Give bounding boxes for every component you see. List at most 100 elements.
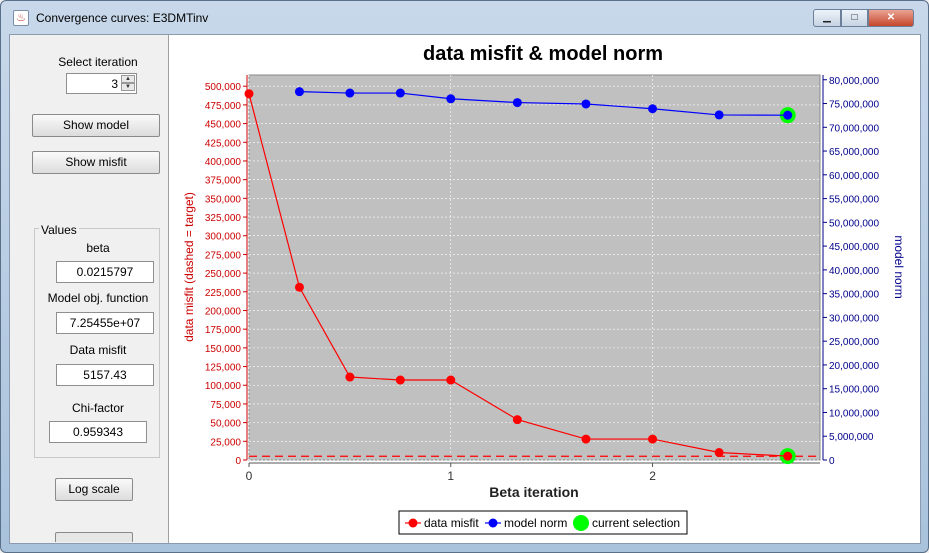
show-model-button[interactable]: Show model xyxy=(32,114,160,137)
left-tick-label: 425,000 xyxy=(205,138,242,149)
right-tick-label: 25,000,000 xyxy=(829,337,879,348)
data-misfit-point xyxy=(648,434,658,444)
convergence-chart[interactable]: data misfit & model norm 0 25,000 50,000 75… xyxy=(169,35,921,543)
right-tick-label: 75,000,000 xyxy=(829,100,879,111)
chart-legend: data misfit model norm current selection xyxy=(398,510,688,535)
left-tick-label: 250,000 xyxy=(205,269,242,280)
values-group-title: Values xyxy=(39,223,79,237)
left-tick-label: 225,000 xyxy=(205,288,242,299)
right-tick-label: 5,000,000 xyxy=(829,432,874,443)
left-tick-label: 375,000 xyxy=(205,176,242,187)
right-tick-label: 70,000,000 xyxy=(829,123,879,134)
x-tick-label: 0 xyxy=(246,469,253,483)
left-y-axis: 0 25,000 50,000 75,000 100,000 125,000 150,000… xyxy=(205,75,248,467)
model-norm-point xyxy=(446,94,456,104)
window-title: Convergence curves: E3DMTinv xyxy=(36,11,209,25)
beta-field[interactable]: 0.0215797 xyxy=(56,261,154,283)
model-norm-point xyxy=(395,88,405,98)
close-button[interactable]: ✕ xyxy=(868,9,914,27)
chi-factor-label: Chi-factor xyxy=(71,401,124,415)
minimize-button[interactable]: ▁ xyxy=(813,9,841,27)
data-misfit-field[interactable]: 5157.43 xyxy=(56,364,154,386)
model-obj-field[interactable]: 7.25455e+07 xyxy=(56,312,154,334)
legend-label: current selection xyxy=(592,516,680,530)
spinner-up-arrow-icon[interactable]: ▲ xyxy=(121,75,135,83)
right-tick-label: 20,000,000 xyxy=(829,361,879,372)
data-misfit-label: Data misfit xyxy=(69,343,127,357)
left-y-axis-label: data misfit (dashed = target) xyxy=(182,192,196,342)
chart-panel: data misfit & model norm 0 25,000 50,000 75… xyxy=(168,35,920,543)
model-norm-point xyxy=(714,110,724,120)
left-tick-label: 0 xyxy=(235,456,241,467)
grid-lines xyxy=(248,75,820,461)
right-tick-label: 10,000,000 xyxy=(829,408,879,419)
right-tick-label: 35,000,000 xyxy=(829,290,879,301)
show-misfit-button[interactable]: Show misfit xyxy=(32,151,160,174)
model-norm-point xyxy=(648,104,658,114)
right-tick-label: 80,000,000 xyxy=(829,76,879,87)
model-norm-point xyxy=(512,98,522,108)
values-group xyxy=(34,228,160,458)
data-misfit-point xyxy=(294,282,304,292)
data-misfit-point xyxy=(581,434,591,444)
left-tick-label: 450,000 xyxy=(205,120,242,131)
model-norm-point xyxy=(581,99,591,109)
model-obj-label: Model obj. function xyxy=(47,291,149,305)
right-tick-label: 50,000,000 xyxy=(829,218,879,229)
left-tick-label: 125,000 xyxy=(205,363,242,374)
right-tick-label: 45,000,000 xyxy=(829,242,879,253)
left-tick-label: 500,000 xyxy=(205,82,242,93)
control-panel: Select iteration 3 ▲ ▼ Show model Show m… xyxy=(10,35,167,543)
legend-box xyxy=(398,510,688,535)
data-misfit-point xyxy=(345,372,355,382)
legend-label: model norm xyxy=(504,516,567,530)
left-tick-label: 25,000 xyxy=(210,437,241,448)
right-y-axis: 0 5,000,000 10,000,000 15,000,000 20,000,000… xyxy=(822,75,879,467)
x-tick-label: 2 xyxy=(649,469,656,483)
legend-swatch-point xyxy=(488,518,498,528)
right-tick-label: 55,000,000 xyxy=(829,195,879,206)
right-tick-label: 40,000,000 xyxy=(829,266,879,277)
legend-swatch-point xyxy=(408,518,418,528)
left-tick-label: 150,000 xyxy=(205,344,242,355)
data-misfit-point xyxy=(446,375,456,385)
spinner-down-arrow-icon[interactable]: ▼ xyxy=(121,83,135,91)
maximize-button[interactable]: □ xyxy=(841,9,868,27)
beta-label: beta xyxy=(86,241,110,255)
right-tick-label: 60,000,000 xyxy=(829,171,879,182)
data-misfit-point xyxy=(395,375,405,385)
data-misfit-point xyxy=(512,415,522,425)
chart-title: data misfit & model norm xyxy=(423,43,663,65)
x-axis-label: Beta iteration xyxy=(489,484,578,500)
title-bar[interactable]: ♨ Convergence curves: E3DMTinv ▁ □ ✕ xyxy=(1,1,928,31)
model-norm-point xyxy=(783,110,793,120)
right-y-axis-label: model norm xyxy=(892,235,906,298)
left-tick-label: 75,000 xyxy=(210,400,241,411)
left-tick-label: 400,000 xyxy=(205,157,242,168)
left-tick-label: 200,000 xyxy=(205,306,242,317)
left-tick-label: 350,000 xyxy=(205,194,242,205)
partially-visible-button[interactable] xyxy=(55,532,133,542)
log-scale-button[interactable]: Log scale xyxy=(55,478,133,501)
series-layer xyxy=(244,87,796,465)
left-tick-label: 300,000 xyxy=(205,232,242,243)
java-app-icon: ♨ xyxy=(13,10,29,26)
right-tick-label: 65,000,000 xyxy=(829,147,879,158)
select-iteration-label: Select iteration xyxy=(58,55,138,69)
client-area: Select iteration 3 ▲ ▼ Show model Show m… xyxy=(9,34,921,544)
model-norm-point xyxy=(294,87,304,97)
data-misfit-point xyxy=(783,451,793,461)
left-tick-label: 100,000 xyxy=(205,381,242,392)
chi-factor-field[interactable]: 0.959343 xyxy=(49,421,147,443)
spinner-arrows: ▲ ▼ xyxy=(121,75,135,92)
left-tick-label: 325,000 xyxy=(205,213,242,224)
data-misfit-point xyxy=(244,89,254,99)
x-tick-label: 1 xyxy=(447,469,454,483)
iteration-spinner[interactable]: 3 ▲ ▼ xyxy=(66,73,137,94)
data-misfit-point xyxy=(714,448,724,458)
iteration-value[interactable]: 3 xyxy=(111,77,118,91)
left-tick-label: 475,000 xyxy=(205,101,242,112)
plot-area[interactable] xyxy=(248,74,821,461)
data-misfit-line xyxy=(248,93,788,457)
